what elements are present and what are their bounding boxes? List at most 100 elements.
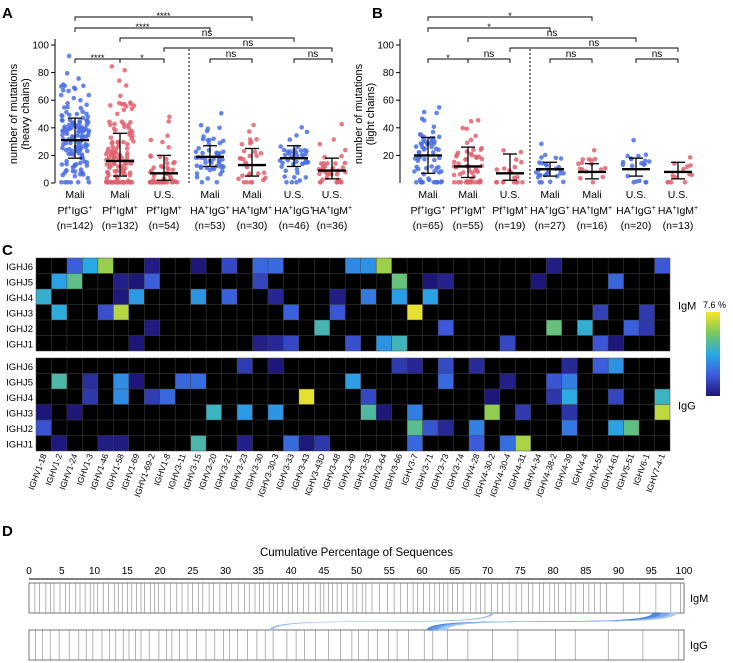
data-point-b <box>513 180 519 185</box>
data-point-a <box>207 137 212 143</box>
data-point-a <box>318 180 323 185</box>
heatmap-cell-igg <box>422 420 439 436</box>
data-point-a <box>247 171 253 176</box>
group-type-part: + <box>326 205 330 212</box>
data-point-a <box>150 177 156 183</box>
heatmap-cell-igg <box>561 420 578 436</box>
group-type-b: HA+IgM+ <box>572 205 612 217</box>
data-point-b <box>600 174 606 180</box>
data-point-b <box>464 140 470 146</box>
data-point-b <box>539 180 544 185</box>
heatmap-cell-igg <box>546 389 562 405</box>
significance-label-a: **** <box>90 53 105 63</box>
data-point-a <box>119 119 125 124</box>
data-point-a <box>282 152 288 158</box>
y-tick-label-a: 80 <box>38 68 50 79</box>
heatmap-cell-igm <box>608 273 624 289</box>
data-point-a <box>166 145 171 150</box>
data-point-a <box>254 153 259 158</box>
heatmap-cell-igg <box>654 389 670 405</box>
heatmap-cell-igm <box>82 258 98 274</box>
heatmap-cell-igm <box>345 258 361 274</box>
data-point-a <box>299 125 305 130</box>
data-point-a <box>303 175 309 180</box>
group-type-part: HA <box>616 205 631 217</box>
data-point-a <box>117 100 122 106</box>
data-point-a <box>285 149 291 154</box>
group-location-b: U.S. <box>668 189 688 201</box>
heatmap-cell-igg <box>128 373 145 389</box>
data-point-b <box>539 141 544 147</box>
data-point-a <box>217 125 222 131</box>
data-point-a <box>321 161 327 166</box>
data-point-a <box>236 176 241 182</box>
data-point-a <box>60 145 65 151</box>
data-point-b <box>513 157 519 162</box>
heatmap-cell-igg <box>391 358 408 374</box>
data-point-b <box>561 179 566 185</box>
heatmap-cell-igg <box>268 404 284 420</box>
heatmap-cell-igg <box>654 404 670 420</box>
data-point-b <box>687 155 693 160</box>
data-point-b <box>576 161 581 167</box>
heatmap-cell-igg <box>360 404 377 420</box>
data-point-a <box>168 176 174 181</box>
heatmap-cell-igm <box>144 273 160 289</box>
heatmap-cell-igg <box>51 373 67 389</box>
data-point-b <box>429 164 434 169</box>
data-point-a <box>78 167 84 172</box>
data-point-a <box>60 132 65 138</box>
heatmap-cell-igg <box>515 404 531 420</box>
data-point-a <box>83 134 89 139</box>
heatmap-cell-igg <box>407 404 423 420</box>
group-type-part: Pf <box>492 205 502 217</box>
group-type-part: + <box>524 205 528 212</box>
group-type-part: + <box>268 205 272 212</box>
data-point-a <box>79 154 85 159</box>
group-type-b: Pf+IgM+ <box>450 205 486 217</box>
x-tick-label: 60 <box>416 566 428 577</box>
data-point-a <box>60 118 65 123</box>
heatmap-cell-igm <box>190 258 207 274</box>
data-point-b <box>451 172 457 178</box>
group-type-part: HA <box>190 205 205 217</box>
data-point-a <box>164 180 170 185</box>
data-point-a <box>60 113 65 119</box>
significance-label-a: ns <box>308 49 319 60</box>
data-point-b <box>432 139 437 144</box>
data-point-b <box>642 161 647 167</box>
group-type-part: Pf <box>410 205 420 217</box>
data-point-b <box>553 155 559 161</box>
group-type-part: + <box>310 205 314 212</box>
group-location-b: Mali <box>418 189 437 201</box>
significance-bracket-b <box>635 58 679 63</box>
group-type-part: + <box>586 205 590 212</box>
group-location-b: Mali <box>458 189 477 201</box>
data-point-a <box>170 167 176 173</box>
data-point-a <box>300 161 306 166</box>
data-point-a <box>70 135 75 140</box>
data-point-a <box>199 180 205 185</box>
data-point-a <box>127 172 133 178</box>
heatmap-cell-igm <box>391 273 408 289</box>
data-point-a <box>108 135 114 141</box>
group-type-part: + <box>348 205 352 212</box>
group-type-part: IgM <box>677 205 695 217</box>
heatmap-cell-igm <box>66 273 83 289</box>
data-point-b <box>433 180 438 185</box>
ribbon <box>269 612 494 631</box>
y-tick-label-b: 20 <box>383 151 395 162</box>
data-point-a <box>80 115 86 121</box>
data-point-a <box>283 168 289 174</box>
significance-label-a: ns <box>226 49 237 60</box>
data-point-b <box>422 156 427 162</box>
data-point-a <box>115 111 120 117</box>
data-point-b <box>512 164 518 170</box>
data-point-a <box>294 133 299 138</box>
data-point-b <box>558 171 563 176</box>
data-point-a <box>85 114 91 120</box>
data-point-b <box>468 118 474 124</box>
data-point-a <box>107 161 112 166</box>
data-point-a <box>62 124 67 129</box>
data-point-a <box>218 164 224 170</box>
